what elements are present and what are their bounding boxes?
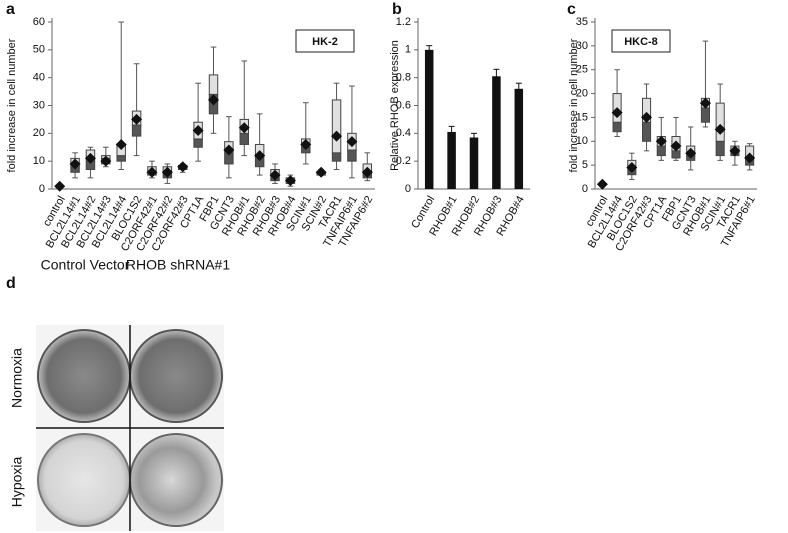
box-lower — [131, 124, 142, 137]
mean-marker — [685, 147, 697, 159]
box-upper — [715, 102, 725, 142]
y-tick-label: 30 — [576, 40, 588, 52]
box-lower — [671, 150, 681, 159]
y-tick-label: 5 — [582, 159, 588, 171]
y-tick-label: 1 — [405, 44, 411, 56]
dish — [37, 433, 131, 527]
panel-letter: a — [6, 1, 15, 18]
box-lower — [331, 152, 342, 162]
mean-marker — [131, 113, 143, 125]
inset-label: HKC-8 — [624, 36, 658, 48]
mean-marker — [269, 169, 281, 181]
y-tick-label: 0.2 — [396, 155, 411, 167]
mean-marker — [714, 123, 726, 135]
inset-box — [295, 29, 355, 53]
mean-marker — [161, 166, 173, 178]
box-upper — [208, 74, 219, 95]
panel-d: d Control Vector RHOB shRNA#1 Normoxia H… — [6, 257, 230, 531]
mean-marker — [315, 166, 327, 178]
box-lower — [700, 107, 711, 123]
y-tick-label: 35 — [576, 16, 588, 28]
mean-marker — [699, 97, 711, 109]
mean-marker — [208, 94, 219, 106]
mean-marker — [69, 158, 81, 170]
mean-marker — [115, 138, 127, 150]
bar — [492, 76, 501, 189]
y-tick-label: 0 — [582, 183, 588, 195]
dish — [129, 329, 223, 423]
y-tick-label: 25 — [576, 64, 588, 76]
bar — [514, 88, 524, 189]
y-tick-label: 0 — [405, 183, 411, 195]
row-label: Hypoxia — [9, 457, 25, 508]
y-tick-label: 30 — [33, 99, 45, 111]
mean-marker — [254, 150, 266, 162]
dish — [37, 329, 131, 423]
box-lower — [193, 138, 203, 148]
y-tick-label: 20 — [576, 87, 588, 99]
box-lower — [656, 145, 666, 157]
mean-marker — [361, 166, 373, 178]
box-lower — [641, 121, 652, 142]
y-tick-label: 0.4 — [396, 127, 411, 139]
y-tick-label: 0 — [39, 183, 45, 195]
box-lower — [612, 121, 622, 133]
panel-letter: b — [392, 1, 402, 18]
box-upper — [331, 99, 342, 154]
mean-marker — [177, 161, 189, 173]
mean-marker — [611, 107, 623, 119]
mean-marker — [331, 130, 343, 142]
y-tick-label: 10 — [576, 135, 588, 147]
mean-marker — [54, 180, 66, 192]
panel-letter: d — [6, 275, 16, 292]
y-tick-label: 0.6 — [396, 99, 411, 111]
inset-box — [611, 29, 671, 53]
y-tick-label: 20 — [33, 127, 45, 139]
y-tick-label: 15 — [576, 111, 588, 123]
inset-label: HK-2 — [312, 36, 338, 48]
mean-marker — [626, 162, 638, 174]
mean-marker — [596, 178, 608, 190]
box-lower — [347, 149, 357, 162]
y-tick-label: 60 — [33, 16, 45, 28]
mean-marker — [192, 125, 204, 137]
column-label: Control Vector — [41, 257, 130, 273]
box-lower — [715, 140, 725, 157]
mean-marker — [223, 144, 235, 156]
mean-marker — [238, 122, 250, 134]
mean-marker — [300, 138, 312, 150]
mean-marker — [346, 136, 358, 148]
panel-letter: c — [567, 1, 576, 18]
mean-marker — [100, 155, 112, 167]
bar — [469, 137, 479, 189]
mean-marker — [146, 166, 158, 178]
mean-marker — [655, 135, 667, 147]
bar — [447, 131, 456, 189]
mean-marker — [670, 140, 682, 152]
row-label: Normoxia — [9, 348, 25, 408]
box-lower — [239, 132, 249, 145]
y-axis-label: Relative RHOB expression — [389, 40, 401, 171]
y-tick-label: 40 — [33, 72, 45, 84]
y-tick-label: 10 — [33, 155, 45, 167]
y-tick-label: 50 — [33, 44, 45, 56]
mean-marker — [641, 111, 653, 123]
y-axis-label: fold increase in cell number — [6, 38, 18, 172]
y-axis-label: fold increase in cell number — [568, 38, 580, 172]
mean-marker — [84, 152, 96, 164]
dish — [129, 433, 223, 527]
bar — [424, 49, 434, 190]
column-label: RHOB shRNA#1 — [126, 257, 230, 273]
y-tick-label: 1.2 — [396, 16, 411, 28]
mean-marker — [729, 145, 741, 157]
box-lower — [116, 155, 126, 162]
mean-marker — [744, 152, 756, 164]
y-tick-label: 0.8 — [396, 72, 411, 84]
mean-marker — [284, 175, 296, 187]
